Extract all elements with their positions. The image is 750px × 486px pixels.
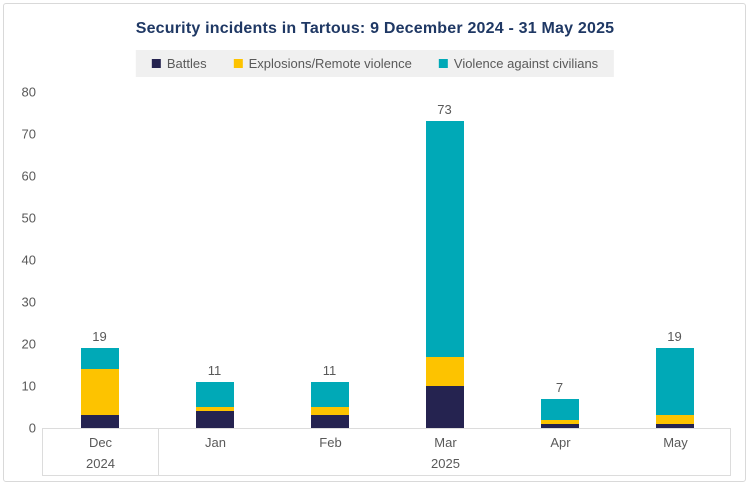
x-axis-month-label: May xyxy=(663,435,688,450)
bar-total-label: 19 xyxy=(92,329,107,345)
legend-label: Explosions/Remote violence xyxy=(248,56,412,71)
x-axis-month-label: Mar xyxy=(434,435,457,450)
stacked-bar-dec xyxy=(80,348,119,428)
bar-segment-battles xyxy=(195,411,234,428)
x-axis-year-label: 2025 xyxy=(431,456,460,471)
bar-segment-violence-against-civilians xyxy=(655,348,694,416)
bar-segment-battles xyxy=(80,415,119,428)
x-axis-month-label: Dec xyxy=(88,435,113,450)
bar-segment-explosions-remote-violence xyxy=(655,415,694,424)
y-axis-tick-label: 60 xyxy=(21,168,36,184)
bar-segment-explosions-remote-violence xyxy=(310,407,349,416)
legend-item-battles: Battles xyxy=(151,56,207,71)
bar-segment-violence-against-civilians xyxy=(80,348,119,370)
legend-label: Battles xyxy=(166,56,207,71)
bar-segment-explosions-remote-violence xyxy=(425,356,464,386)
bar-segment-violence-against-civilians xyxy=(310,381,349,407)
legend-item-explosions-remote-violence: Explosions/Remote violence xyxy=(233,56,412,71)
legend-label: Violence against civilians xyxy=(453,56,599,71)
bar-segment-explosions-remote-violence xyxy=(80,369,119,416)
y-axis-tick-label: 10 xyxy=(21,378,36,394)
y-axis-tick-label: 70 xyxy=(21,126,36,142)
legend-item-violence-against-civilians: Violence against civilians xyxy=(438,56,599,71)
stacked-bar-feb xyxy=(310,381,349,428)
bar-total-label: 19 xyxy=(667,329,682,345)
stacked-bar-may xyxy=(655,348,694,428)
bar-segment-violence-against-civilians xyxy=(425,121,464,357)
bar-segment-violence-against-civilians xyxy=(195,381,234,407)
year-group-divider xyxy=(158,429,159,475)
bar-total-label: 11 xyxy=(207,362,222,378)
legend-swatch-icon xyxy=(438,59,448,68)
y-axis-tick-label: 20 xyxy=(21,336,36,352)
x-axis-month-label: Feb xyxy=(319,435,342,450)
y-axis-tick-label: 30 xyxy=(21,294,36,310)
y-axis-tick-label: 50 xyxy=(21,210,36,226)
bar-total-label: 73 xyxy=(437,102,452,118)
legend-swatch-icon xyxy=(233,59,243,68)
bar-segment-battles xyxy=(310,415,349,428)
bar-segment-battles xyxy=(425,385,464,428)
legend-swatch-icon xyxy=(151,59,161,68)
bar-segment-violence-against-civilians xyxy=(540,398,579,420)
stacked-bar-mar xyxy=(425,121,464,428)
y-axis-tick-label: 80 xyxy=(21,84,36,100)
x-axis-month-label: Jan xyxy=(205,435,226,450)
chart-title: Security incidents in Tartous: 9 Decembe… xyxy=(135,20,615,37)
bar-segment-explosions-remote-violence xyxy=(540,419,579,424)
stacked-bar-apr xyxy=(540,398,579,428)
bar-total-label: 7 xyxy=(555,379,564,395)
x-axis-year-label: 2024 xyxy=(86,456,115,471)
bar-total-label: 11 xyxy=(322,362,337,378)
y-axis-tick-label: 0 xyxy=(28,420,36,436)
bar-segment-explosions-remote-violence xyxy=(195,407,234,412)
x-axis-month-label: Apr xyxy=(550,435,571,450)
y-axis-tick-label: 40 xyxy=(21,252,36,268)
x-axis-box: Dec Jan Feb Mar Apr May 2024 2025 xyxy=(42,428,731,476)
legend: Battles Explosions/Remote violence Violenc… xyxy=(135,50,615,77)
stacked-bar-jan xyxy=(195,381,234,428)
